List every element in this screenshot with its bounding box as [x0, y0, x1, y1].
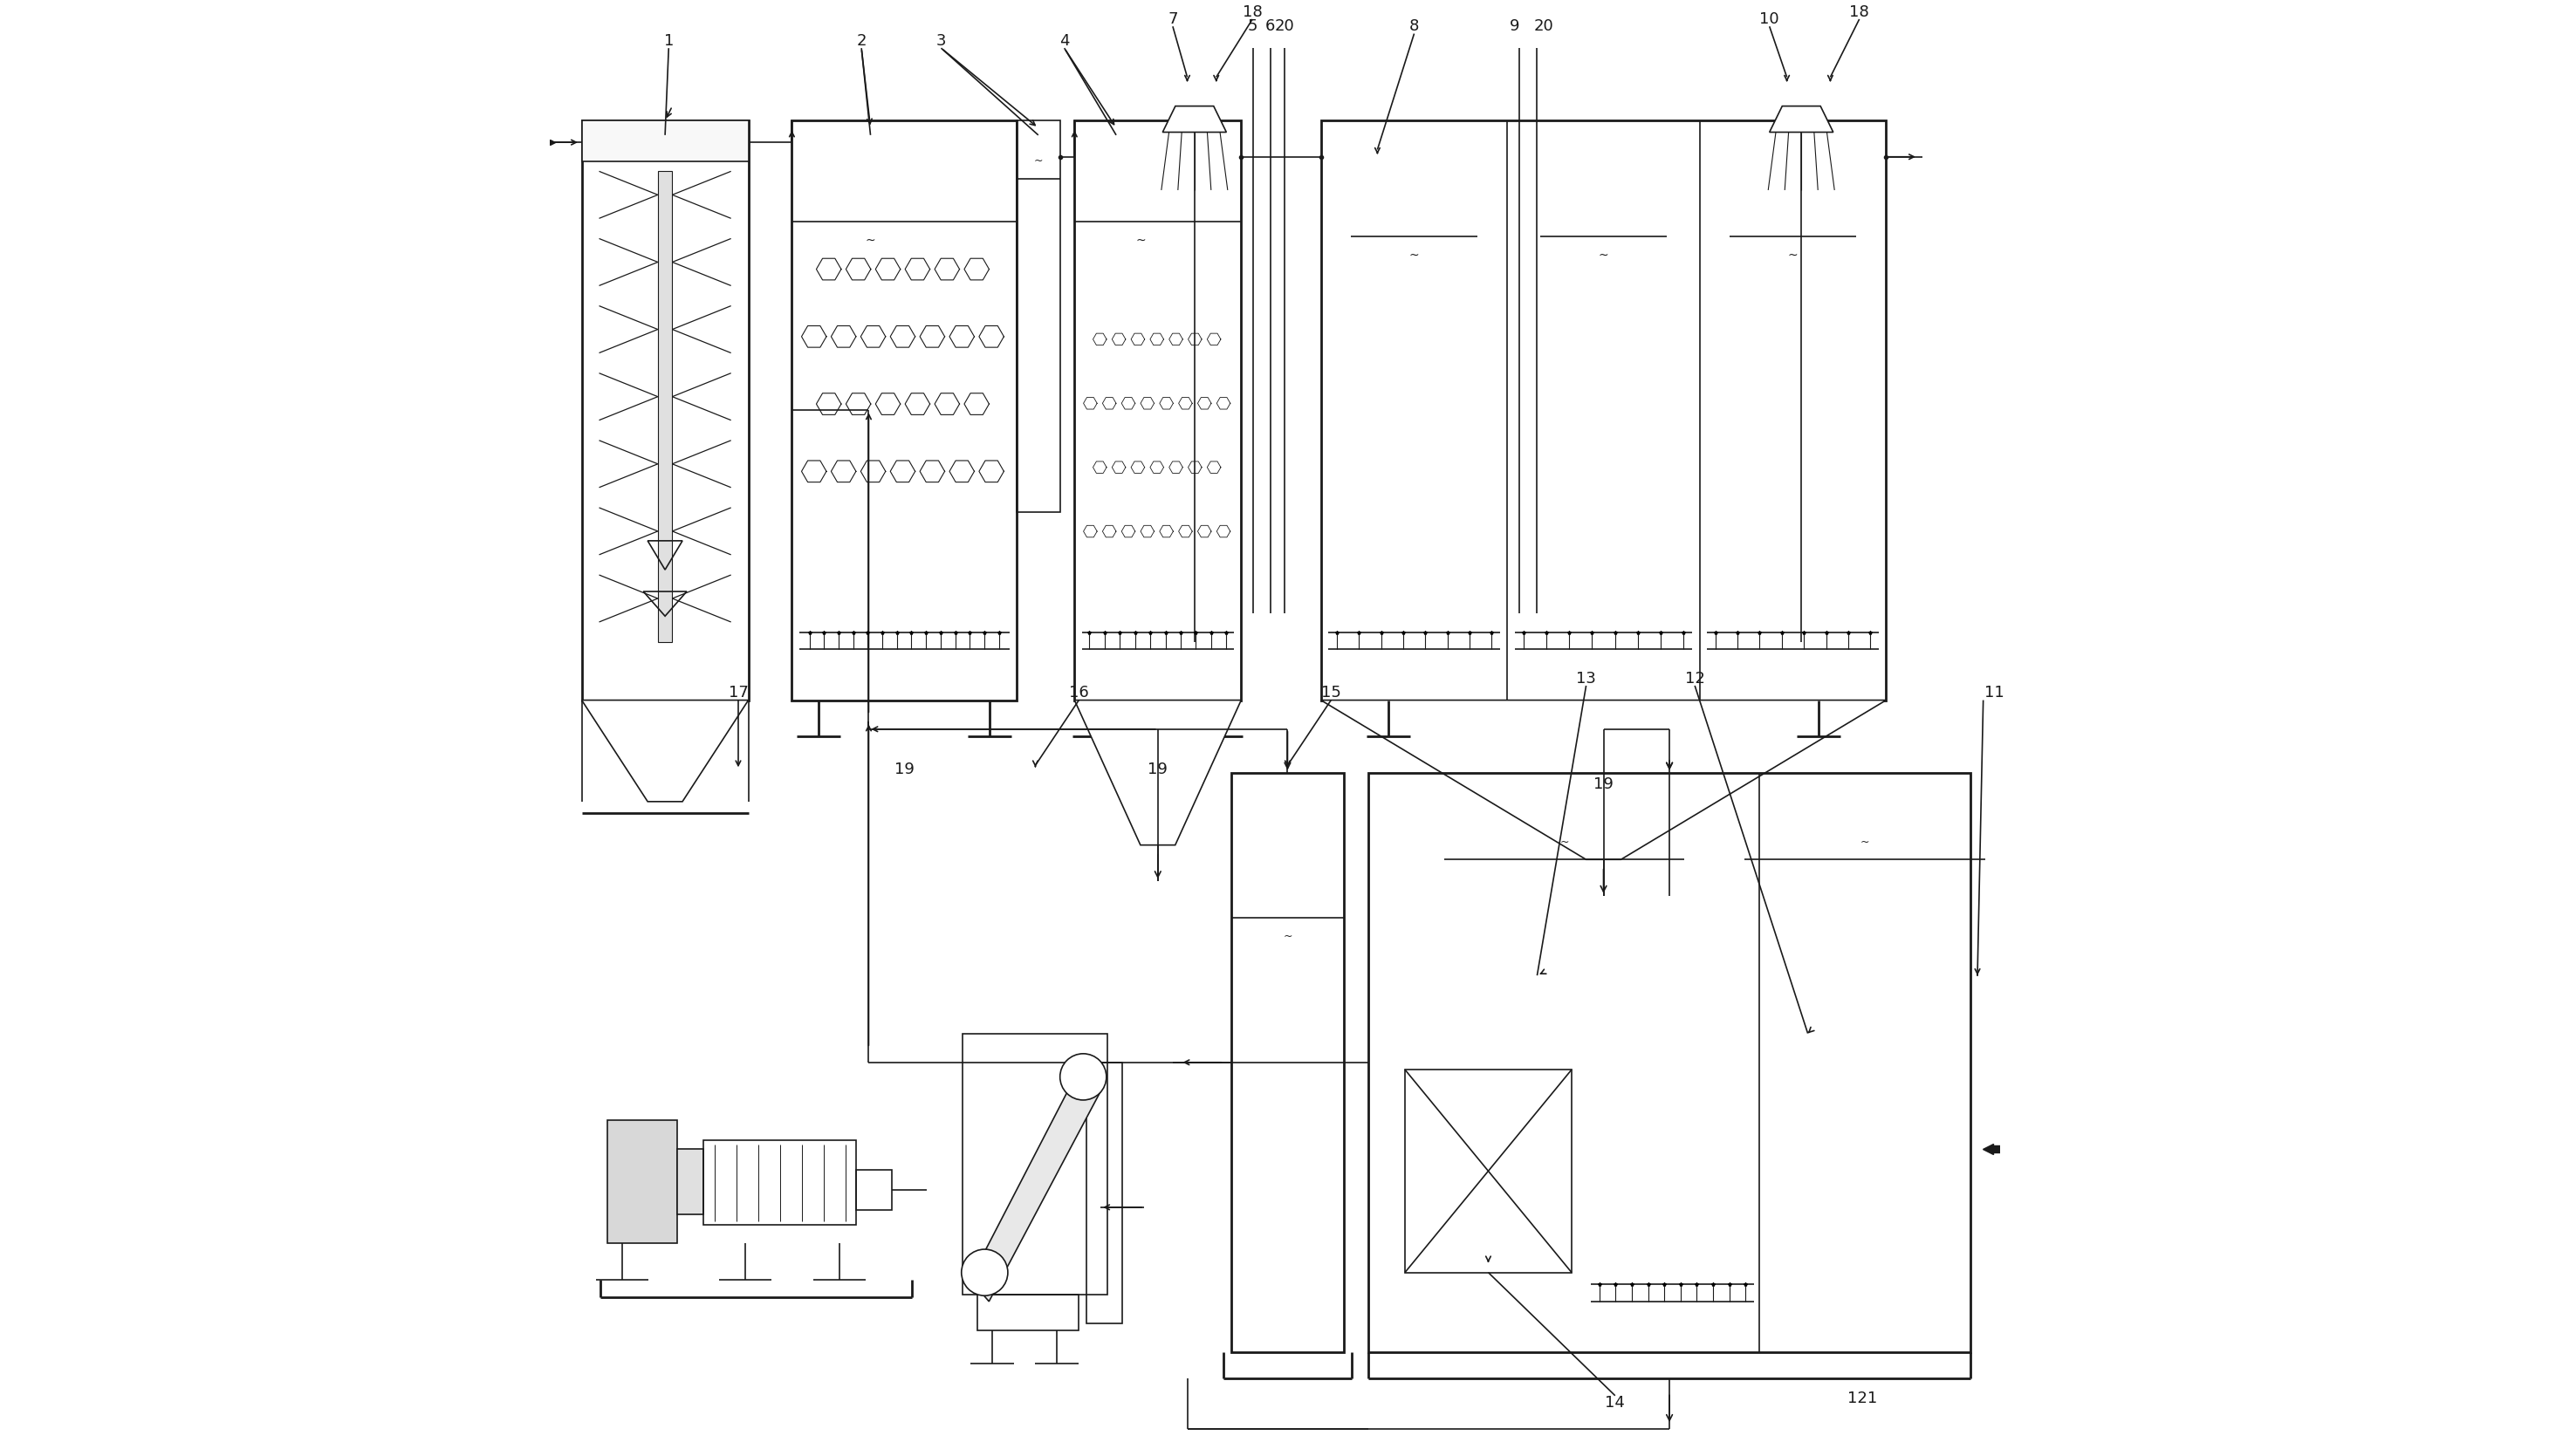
- Text: 9: 9: [1509, 19, 1519, 35]
- Bar: [581, 121, 749, 162]
- Text: 13: 13: [1575, 671, 1596, 686]
- Polygon shape: [1769, 106, 1833, 132]
- Text: 14: 14: [1606, 1395, 1626, 1411]
- Text: 10: 10: [1759, 12, 1779, 28]
- Bar: [856, 1169, 892, 1210]
- Bar: [964, 1034, 1109, 1294]
- Bar: [976, 1294, 1078, 1331]
- Text: 7: 7: [1167, 12, 1178, 28]
- Polygon shape: [1162, 106, 1226, 132]
- Bar: [793, 121, 1017, 700]
- Text: 19: 19: [895, 761, 915, 778]
- Text: 19: 19: [1593, 776, 1614, 792]
- Bar: [1231, 773, 1343, 1353]
- Polygon shape: [581, 700, 749, 802]
- Text: ~: ~: [1560, 836, 1568, 847]
- Bar: [704, 1140, 856, 1224]
- Polygon shape: [971, 1070, 1101, 1302]
- Bar: [1404, 1070, 1573, 1273]
- Polygon shape: [1320, 700, 1886, 859]
- Text: ~: ~: [1598, 249, 1608, 262]
- Text: ~: ~: [1035, 156, 1043, 167]
- Bar: [1369, 773, 1970, 1353]
- Text: 8: 8: [1410, 19, 1420, 35]
- Text: 18: 18: [1851, 4, 1868, 20]
- Text: ~: ~: [1137, 234, 1147, 248]
- Bar: [1320, 121, 1886, 700]
- Text: ~: ~: [1861, 836, 1868, 847]
- Text: ~: ~: [867, 234, 874, 248]
- Text: 1: 1: [663, 33, 673, 48]
- Text: 16: 16: [1068, 686, 1088, 700]
- Text: ~: ~: [1282, 930, 1292, 942]
- Text: 5: 5: [1249, 19, 1257, 35]
- Text: 15: 15: [1320, 686, 1341, 700]
- Bar: [1086, 1063, 1122, 1324]
- Bar: [658, 172, 673, 642]
- Bar: [678, 1149, 704, 1214]
- Text: 20: 20: [1274, 19, 1295, 35]
- Text: 17: 17: [729, 686, 749, 700]
- Polygon shape: [1076, 700, 1241, 844]
- Text: 4: 4: [1060, 33, 1071, 48]
- Text: 3: 3: [935, 33, 946, 48]
- Text: 121: 121: [1848, 1390, 1876, 1406]
- Circle shape: [1060, 1054, 1106, 1101]
- Text: 18: 18: [1241, 4, 1262, 20]
- Text: 12: 12: [1685, 671, 1705, 686]
- Text: 11: 11: [1986, 686, 2004, 700]
- Text: ~: ~: [1787, 249, 1797, 262]
- Text: 19: 19: [1147, 761, 1167, 778]
- Bar: [581, 121, 749, 700]
- Bar: [1017, 121, 1060, 513]
- Circle shape: [961, 1249, 1007, 1296]
- Text: 2: 2: [856, 33, 867, 48]
- Text: ~: ~: [1410, 249, 1420, 262]
- Bar: [607, 1120, 678, 1243]
- Text: 20: 20: [1534, 19, 1552, 35]
- Text: 6: 6: [1264, 19, 1274, 35]
- Bar: [1076, 121, 1241, 700]
